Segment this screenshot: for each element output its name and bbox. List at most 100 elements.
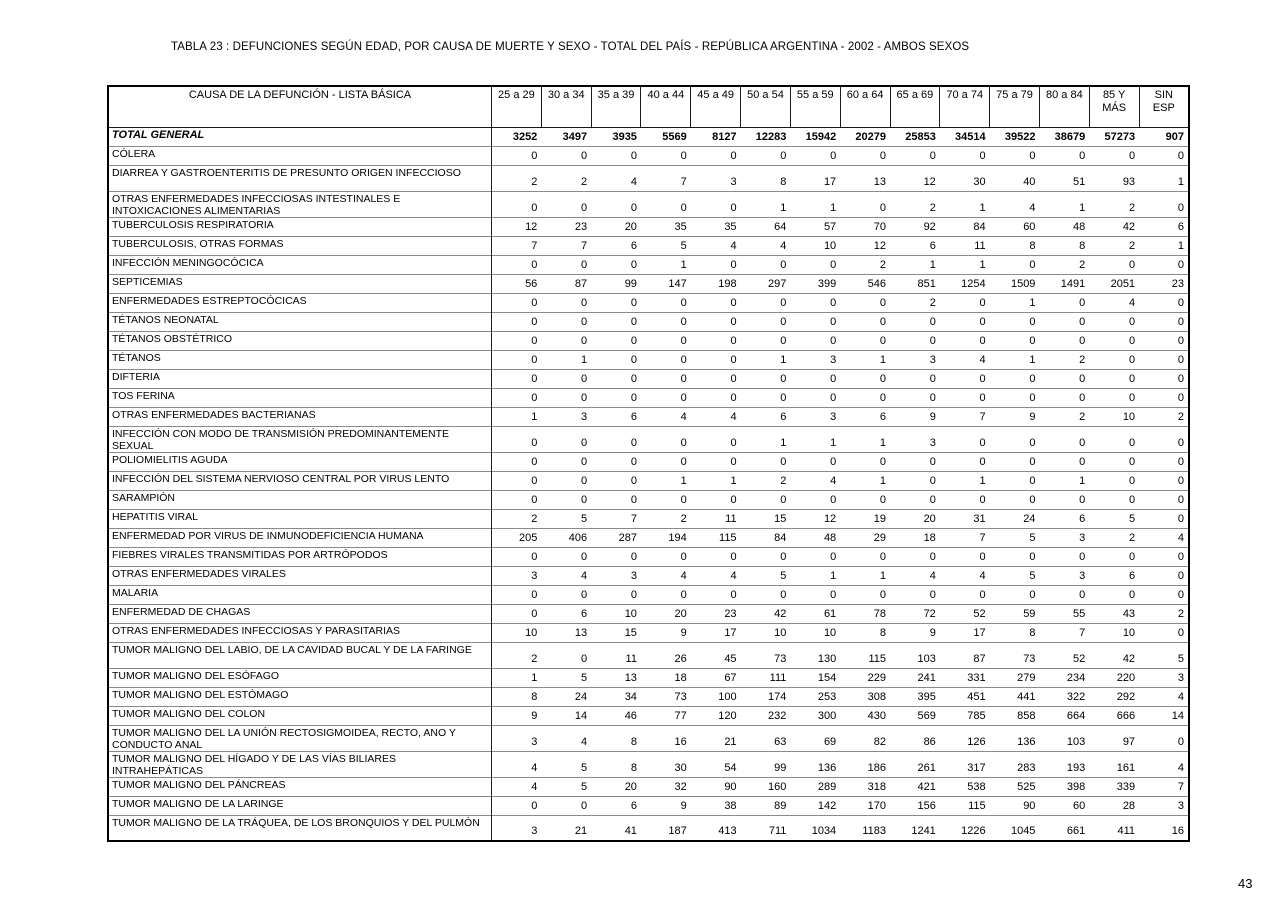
row-label: OTRAS ENFERMEDADES INFECCIOSAS Y PARASIT…: [108, 622, 492, 642]
cell-value: 4: [541, 724, 592, 751]
table-row: TUMOR MALIGNO DEL ESÓFAGO 1 5 13 18 67 111 154 2…: [108, 667, 1189, 687]
cell-value: 0: [989, 254, 1040, 274]
cell-value: 0: [939, 425, 990, 452]
cell-value: 42: [740, 603, 791, 623]
cell-value: 0: [640, 368, 691, 388]
cell-value: 0: [989, 451, 1040, 471]
cell-value: 1: [790, 425, 841, 452]
cell-value: 0: [1139, 145, 1189, 165]
cell-value: 0: [1139, 190, 1189, 217]
cell-value: 38: [690, 795, 741, 815]
cell-value: 136: [989, 724, 1040, 751]
table-row: TUBERCULOSIS RESPIRATORIA 12 23 20 35 35 64 57 7…: [108, 216, 1189, 236]
cell-value: 11: [939, 235, 990, 255]
cell-value: 0: [640, 584, 691, 604]
cell-value: 2: [491, 164, 542, 191]
cell-value: 4: [690, 565, 741, 585]
cell-value: 0: [640, 425, 691, 452]
cell-value: 0: [1039, 330, 1090, 350]
cell-value: 0: [1139, 311, 1189, 331]
cell-value: 43: [1089, 603, 1140, 623]
cell-value: 0: [1039, 425, 1090, 452]
cell-value: 3252: [491, 126, 542, 146]
cell-value: 0: [591, 330, 641, 350]
table-row: TUBERCULOSIS, OTRAS FORMAS 7 7 6 5 4 4 10 12 6 11 8…: [108, 235, 1189, 255]
cell-value: 0: [740, 584, 791, 604]
cell-value: 0: [890, 546, 940, 566]
cell-value: 2: [1089, 527, 1140, 547]
cell-value: 4: [690, 235, 741, 255]
cell-value: 0: [1089, 330, 1140, 350]
cell-value: 1: [840, 470, 890, 490]
cell-value: 4: [890, 565, 940, 585]
cell-value: 103: [1039, 724, 1090, 751]
cell-value: 858: [989, 705, 1040, 725]
cell-value: 34514: [939, 126, 990, 146]
cell-value: 4: [640, 565, 691, 585]
cell-value: 5: [989, 565, 1040, 585]
cell-value: 0: [541, 584, 592, 604]
cell-value: 21: [690, 724, 741, 751]
cell-value: 24: [541, 686, 592, 706]
cell-value: 18: [640, 667, 691, 687]
cell-value: 546: [840, 273, 890, 293]
cell-value: 0: [1039, 311, 1090, 331]
cell-value: 0: [1089, 349, 1140, 369]
cell-value: 0: [890, 368, 940, 388]
cell-value: 3: [491, 814, 542, 841]
table-row: SEPTICEMIAS 56 87 99 147 198 297 399 546 851 1254 1…: [108, 273, 1189, 293]
cell-value: 4: [640, 406, 691, 426]
cell-value: 13: [541, 622, 592, 642]
cell-value: 0: [939, 546, 990, 566]
cell-value: 0: [491, 254, 542, 274]
cell-value: 87: [541, 273, 592, 293]
cell-value: 317: [939, 750, 990, 777]
cell-value: 14: [1139, 705, 1189, 725]
table-row: OTRAS ENFERMEDADES INFECCIOSAS Y PARASIT…: [108, 622, 1189, 642]
cell-value: 93: [1089, 164, 1140, 191]
cell-value: 1034: [790, 814, 841, 841]
cell-value: 26: [640, 641, 691, 668]
column-header-cause: CAUSA DE LA DEFUNCIÓN - LISTA BÁSICA: [107, 85, 492, 128]
cell-value: 7: [640, 164, 691, 191]
cell-value: 1183: [840, 814, 890, 841]
cell-value: 2: [890, 190, 940, 217]
cell-value: 0: [890, 311, 940, 331]
cell-value: 0: [790, 145, 841, 165]
cell-value: 0: [1139, 254, 1189, 274]
cell-value: 86: [890, 724, 940, 751]
cell-value: 0: [989, 145, 1040, 165]
cell-value: 1: [1039, 190, 1090, 217]
cell-value: 0: [640, 546, 691, 566]
row-label: OTRAS ENFERMEDADES BACTERIANAS: [108, 406, 492, 426]
cell-value: 64: [740, 216, 791, 236]
row-label: DIFTERIA: [108, 368, 492, 388]
cell-value: 1: [840, 565, 890, 585]
row-label: ENFERMEDADES ESTREPTOCÓCICAS: [108, 292, 492, 312]
cell-value: 0: [939, 451, 990, 471]
cell-value: 0: [989, 470, 1040, 490]
cell-value: 4: [1139, 527, 1189, 547]
cell-value: 3: [690, 164, 741, 191]
cell-value: 283: [989, 750, 1040, 777]
cell-value: 0: [989, 387, 1040, 407]
cell-value: 59: [989, 603, 1040, 623]
cell-value: 11: [690, 508, 741, 528]
cell-value: 170: [840, 795, 890, 815]
cell-value: 0: [541, 190, 592, 217]
cell-value: 20: [591, 776, 641, 796]
cell-value: 147: [640, 273, 691, 293]
cell-value: 97: [1089, 724, 1140, 751]
row-label: TUMOR MALIGNO DEL ESTÓMAGO: [108, 686, 492, 706]
cell-value: 0: [690, 425, 741, 452]
cell-value: 1: [939, 190, 990, 217]
cell-value: 1241: [890, 814, 940, 841]
cell-value: 20: [890, 508, 940, 528]
cell-value: 10: [790, 622, 841, 642]
cell-value: 5: [541, 667, 592, 687]
cell-value: 8: [740, 164, 791, 191]
cell-value: 10: [591, 603, 641, 623]
cell-value: 7: [939, 527, 990, 547]
cell-value: 1: [740, 425, 791, 452]
cell-value: 0: [840, 546, 890, 566]
